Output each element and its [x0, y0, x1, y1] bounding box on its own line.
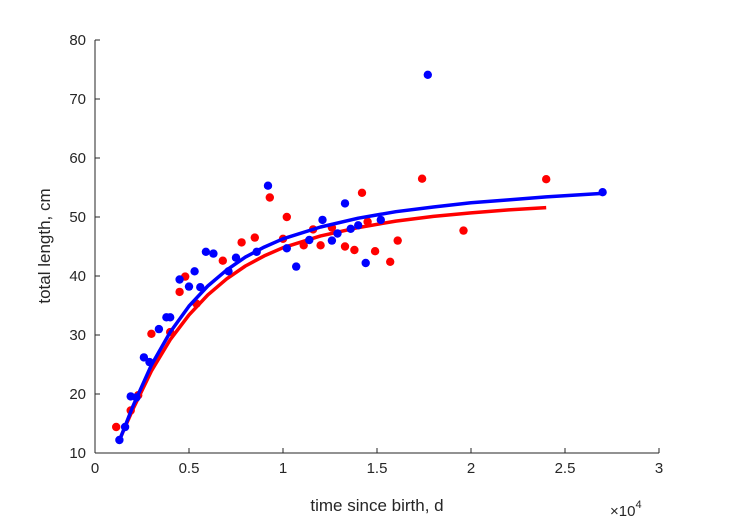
- x-tick-label: 3: [655, 460, 663, 477]
- series-2: [115, 70, 607, 445]
- data-point: [166, 313, 175, 322]
- data-point: [346, 224, 355, 233]
- y-tick-label: 40: [69, 268, 86, 285]
- y-axis-label: total length, cm: [35, 188, 54, 303]
- y-ticks: 10 20 30 40 50 60 70 80: [69, 32, 100, 462]
- data-point: [250, 233, 259, 242]
- data-point: [598, 188, 607, 197]
- x-multiplier-exp: 4: [635, 499, 641, 511]
- data-point: [209, 249, 218, 258]
- x-tick-label: 0: [91, 460, 99, 477]
- data-point: [305, 235, 314, 245]
- y-tick-label: 80: [69, 32, 86, 49]
- x-tick-label: 2.5: [555, 460, 576, 477]
- data-point: [175, 275, 184, 284]
- x-tick-label: 1.5: [367, 460, 388, 477]
- data-point: [299, 241, 308, 250]
- data-point: [120, 422, 130, 432]
- y-tick-label: 60: [69, 150, 86, 167]
- data-point: [340, 242, 350, 251]
- data-point: [224, 267, 233, 276]
- data-point: [147, 329, 156, 338]
- x-tick-label: 1: [279, 460, 287, 477]
- data-point: [237, 238, 246, 247]
- data-point: [542, 175, 551, 184]
- x-scale-multiplier: ×104: [610, 499, 642, 520]
- data-point: [316, 241, 325, 250]
- x-axis-label: time since birth, d: [310, 496, 443, 515]
- data-point: [417, 174, 427, 183]
- data-point: [282, 244, 291, 253]
- y-tick-label: 70: [69, 91, 86, 108]
- data-point: [350, 245, 359, 255]
- data-point: [282, 212, 291, 222]
- data-point: [292, 262, 301, 271]
- data-point: [370, 247, 380, 256]
- y-tick-label: 50: [69, 209, 86, 226]
- data-point: [175, 287, 184, 297]
- plot-area: [112, 70, 607, 445]
- x-tick-label: 2: [467, 460, 475, 477]
- data-point: [340, 199, 350, 208]
- fit-line-1: [117, 205, 547, 441]
- data-point: [354, 221, 363, 230]
- data-point: [327, 236, 337, 245]
- data-point: [357, 188, 367, 197]
- data-point: [376, 215, 385, 225]
- x-multiplier-base: ×10: [610, 503, 635, 520]
- data-point: [263, 181, 273, 190]
- x-ticks: 0 0.5 1 1.5 2 2.5 3: [91, 448, 663, 477]
- data-point: [231, 253, 241, 262]
- data-point: [132, 393, 141, 402]
- data-point: [361, 258, 370, 268]
- data-point: [201, 247, 211, 256]
- y-tick-label: 30: [69, 327, 86, 344]
- fit-line-2: [117, 191, 603, 442]
- data-point: [112, 422, 121, 432]
- data-point: [218, 256, 227, 265]
- data-point: [386, 257, 395, 266]
- data-point: [318, 215, 327, 225]
- data-point: [333, 229, 342, 238]
- y-tick-label: 20: [69, 386, 86, 403]
- data-point: [393, 236, 402, 245]
- data-point: [265, 193, 274, 202]
- data-point: [190, 267, 199, 276]
- data-point: [139, 353, 149, 362]
- data-point: [363, 217, 372, 226]
- data-point: [115, 435, 124, 445]
- x-tick-label: 0.5: [179, 460, 200, 477]
- y-tick-label: 10: [69, 445, 86, 462]
- data-point: [196, 283, 205, 292]
- data-point: [184, 282, 194, 291]
- data-point: [145, 357, 154, 367]
- data-point: [423, 70, 432, 80]
- series-1: [112, 174, 551, 441]
- data-point: [459, 226, 468, 235]
- data-point: [154, 324, 164, 334]
- data-point: [252, 247, 261, 256]
